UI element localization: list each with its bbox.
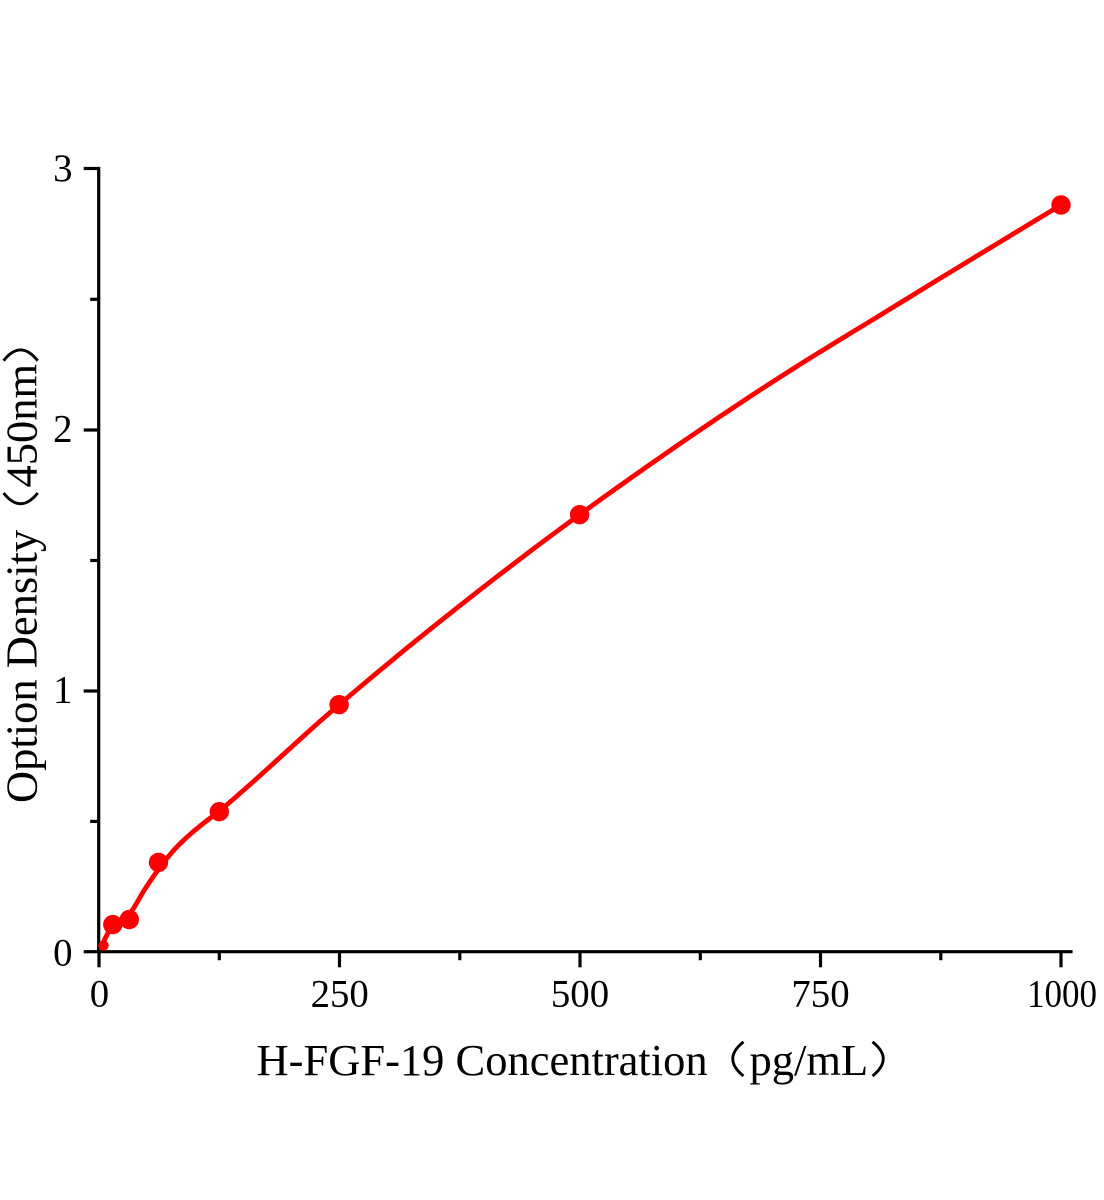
svg-text:250: 250 (311, 973, 369, 1016)
svg-text:Option Density: Option Density (0, 529, 47, 803)
svg-text:500: 500 (551, 973, 609, 1016)
svg-text:0: 0 (90, 973, 109, 1016)
svg-text:3: 3 (53, 147, 72, 190)
svg-text:0: 0 (53, 932, 72, 975)
svg-text:450nm: 450nm (0, 364, 47, 488)
svg-text:H-FGF-19 Concentration: H-FGF-19 Concentration (257, 1035, 708, 1085)
svg-text:1: 1 (53, 669, 72, 712)
svg-text:1000: 1000 (1027, 973, 1097, 1016)
svg-text:2: 2 (53, 408, 72, 451)
svg-text:750: 750 (791, 973, 849, 1016)
svg-text:pg/mL: pg/mL (750, 1035, 869, 1085)
